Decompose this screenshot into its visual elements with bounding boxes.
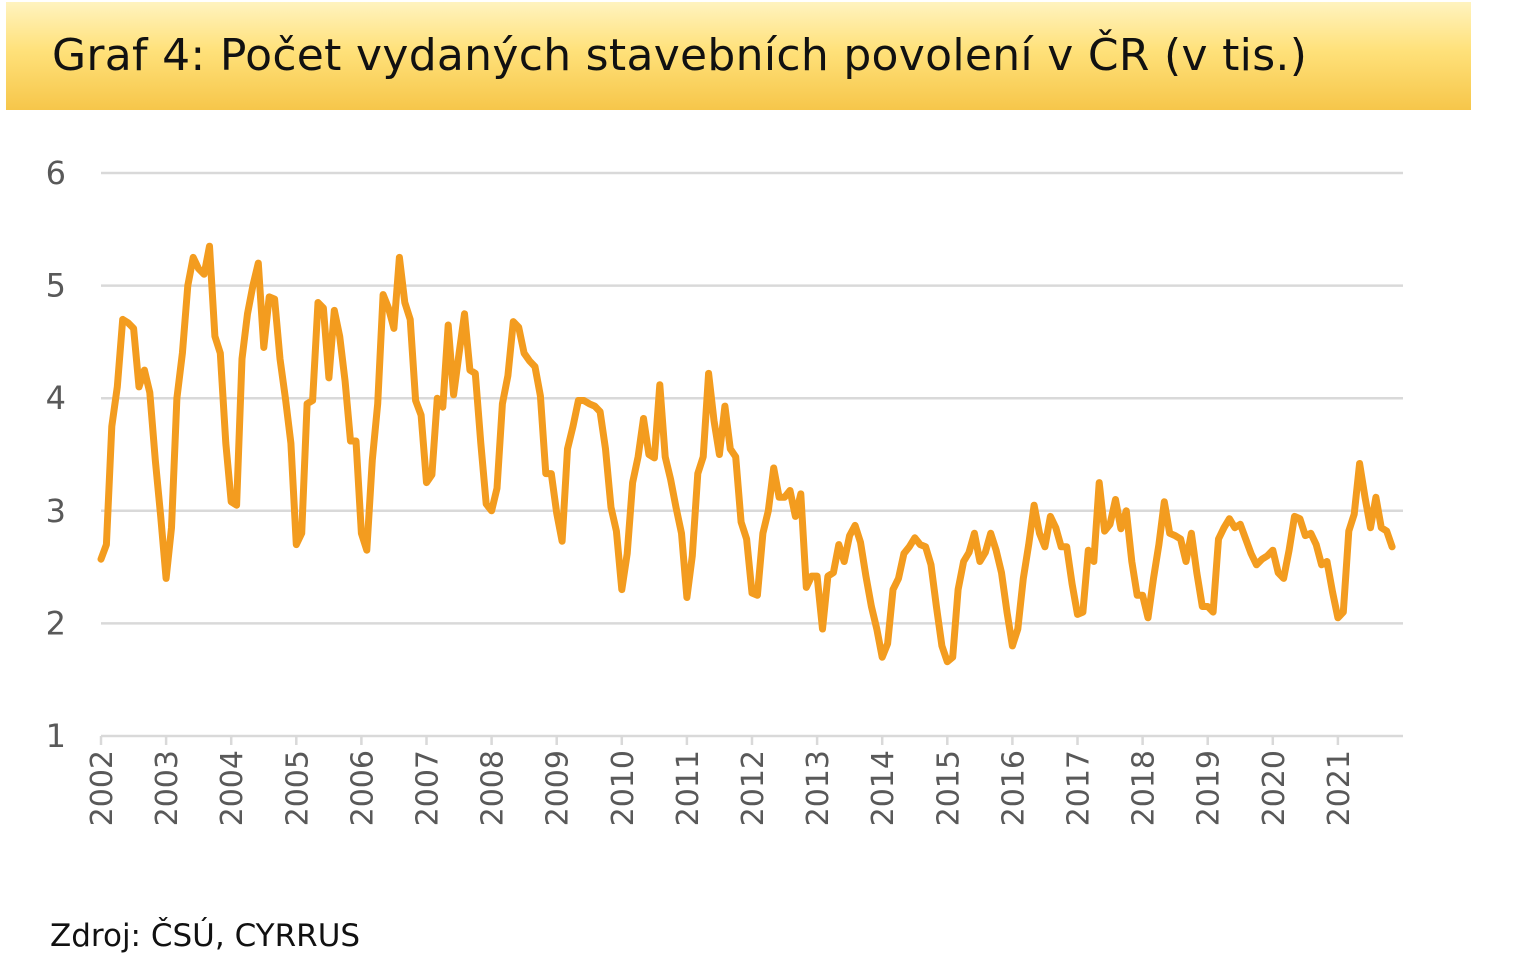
chart-title: Graf 4: Počet vydaných stavebních povole… bbox=[52, 30, 1308, 81]
x-tick-label: 2002 bbox=[85, 750, 120, 826]
x-tick-label: 2019 bbox=[1192, 750, 1227, 826]
x-tick-label: 2008 bbox=[476, 750, 511, 826]
y-tick-label: 4 bbox=[46, 379, 66, 417]
x-tick-label: 2007 bbox=[411, 750, 446, 826]
x-tick-label: 2009 bbox=[541, 750, 576, 826]
y-tick-label: 2 bbox=[46, 604, 66, 642]
x-tick-label: 2003 bbox=[150, 750, 185, 826]
x-tick-label: 2004 bbox=[215, 750, 250, 826]
series-line bbox=[97, 242, 1396, 666]
x-tick-label: 2015 bbox=[931, 750, 966, 826]
x-tick-label: 2011 bbox=[671, 750, 706, 826]
x-tick-label: 2012 bbox=[736, 750, 771, 826]
x-tick-label: 2016 bbox=[996, 750, 1031, 826]
y-tick-label: 5 bbox=[46, 267, 66, 305]
x-tick-label: 2017 bbox=[1062, 750, 1097, 826]
x-tick-label: 2020 bbox=[1257, 750, 1292, 826]
series-layer bbox=[97, 242, 1396, 666]
y-tick-label: 6 bbox=[46, 154, 66, 192]
x-tick-label: 2006 bbox=[345, 750, 380, 826]
x-tick-label: 2013 bbox=[801, 750, 836, 826]
y-axis-ticks: 1 2 3 4 5 6 bbox=[46, 154, 66, 755]
x-tick-label: 2021 bbox=[1322, 750, 1357, 826]
y-tick-label: 1 bbox=[46, 717, 66, 755]
x-tick-label: 2018 bbox=[1127, 750, 1162, 826]
title-banner: Graf 4: Počet vydaných stavebních povole… bbox=[6, 2, 1471, 110]
x-tick-label: 2010 bbox=[606, 750, 641, 826]
source-note: Zdroj: ČSÚ, CYRRUS bbox=[50, 918, 361, 954]
grid-layer bbox=[101, 171, 1403, 738]
x-axis-ticks: 2002 2003 2004 2005 2006 2007 2008 2009 2010 2011… bbox=[85, 736, 1357, 826]
x-tick-label: 2014 bbox=[866, 750, 901, 826]
y-tick-label: 3 bbox=[46, 492, 66, 530]
x-tick-label: 2005 bbox=[280, 750, 315, 826]
